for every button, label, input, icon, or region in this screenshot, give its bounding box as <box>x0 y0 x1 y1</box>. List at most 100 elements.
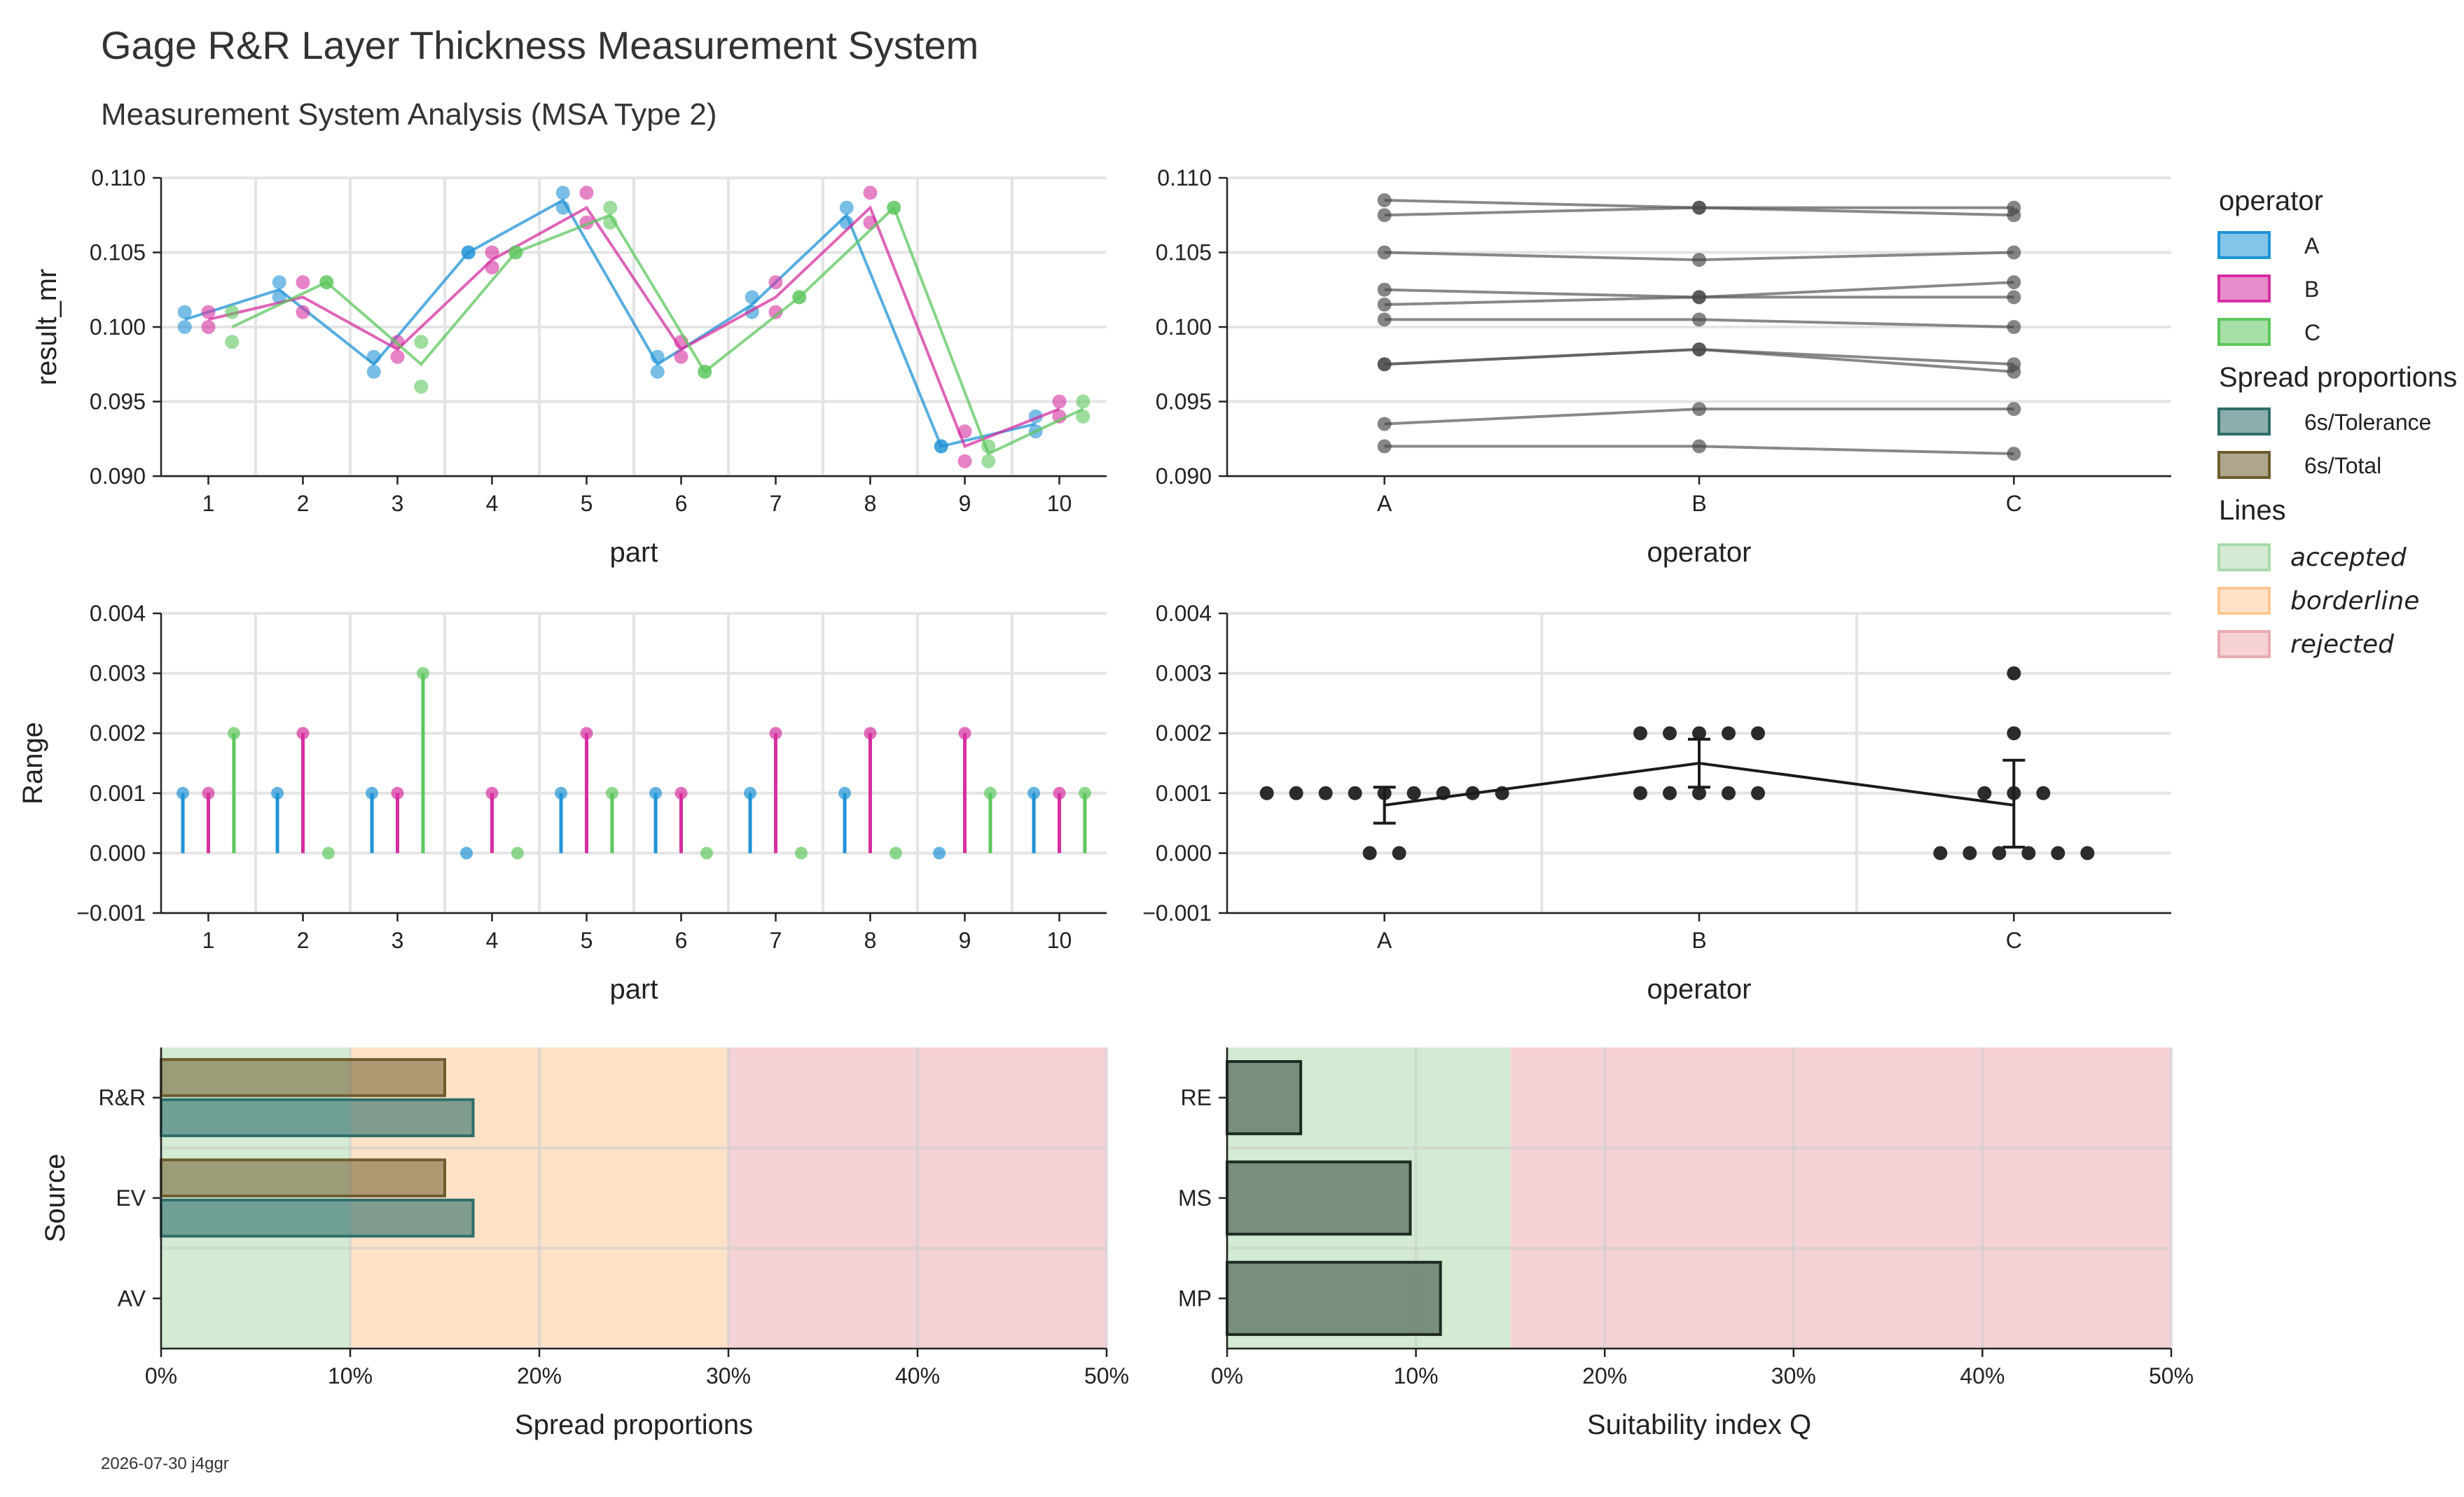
figure-title: Gage R&R Layer Thickness Measurement Sys… <box>101 23 978 67</box>
part-mean-point <box>2007 402 2021 417</box>
p4-xlabel: operator <box>1647 974 1752 1005</box>
range-dot-B <box>1692 786 1706 800</box>
p3-xtick-label: 1 <box>202 928 215 953</box>
range-point-A <box>1027 786 1041 800</box>
p3-ytick-label: 0.001 <box>90 781 146 806</box>
measurement-point-B <box>485 245 499 260</box>
p3-xtick-label: 4 <box>486 928 499 953</box>
p5-xtick-label: 30% <box>706 1363 751 1388</box>
part-mean-point <box>2007 357 2021 372</box>
range-dot-A <box>1362 846 1377 861</box>
measurement-point-A <box>177 305 192 319</box>
bar-MP <box>1226 1260 1442 1336</box>
p1-xlabel: part <box>610 537 658 568</box>
range-dot-B <box>1663 786 1677 800</box>
panel-suitability-index: 0% 10% 20% 30% 40% 50% RE MS MP Suitability index… <box>1178 1047 2194 1440</box>
p6-ytick-label: RE <box>1181 1085 1212 1110</box>
p5-xtick-label: 0% <box>145 1363 177 1388</box>
p1-xtick-label: 5 <box>581 491 593 516</box>
measurement-point-B <box>957 424 972 439</box>
measurement-point-A <box>745 290 759 305</box>
range-dot-A <box>1289 786 1303 800</box>
measurement-point-C <box>981 454 996 468</box>
zone-accepted <box>161 1047 350 1349</box>
legend-label-rejected: rejected <box>2290 630 2395 659</box>
p1-ytick-label: 0.095 <box>90 389 146 415</box>
legend-title-spread: Spread proportions <box>2219 362 2457 393</box>
range-dot-C <box>2007 726 2021 741</box>
part-mean-point <box>1692 342 1706 356</box>
p1-xtick-label: 1 <box>202 491 215 516</box>
range-point-A <box>460 847 473 860</box>
p4-ytick-label: 0.000 <box>1156 840 1212 865</box>
part-mean-point <box>1377 193 1392 207</box>
range-dot-C <box>1933 846 1948 861</box>
series-line-C <box>231 205 1084 456</box>
panel-range-by-operator: −0.001 0.000 0.001 0.002 0.003 0.004 A B Coperat… <box>1142 601 2171 1005</box>
part-mean-point <box>1377 312 1392 327</box>
p5-xtick-label: 20% <box>517 1363 562 1388</box>
p3-ytick-label: 0.000 <box>90 840 146 865</box>
p1-xtick-label: 6 <box>675 491 688 516</box>
range-point-B <box>769 727 782 740</box>
p4-ytick-label: 0.002 <box>1156 720 1212 746</box>
range-dot-B <box>1722 726 1736 741</box>
p6-xtick-label: 0% <box>1211 1363 1243 1388</box>
p4-ytick-label: 0.003 <box>1156 661 1212 686</box>
p3-xtick-label: 7 <box>770 928 782 953</box>
p2-ytick-label: 0.095 <box>1156 389 1212 415</box>
measurement-point-C <box>319 275 334 290</box>
measurement-point-A <box>366 349 381 364</box>
bar-RE <box>1226 1060 1303 1136</box>
range-point-B <box>674 786 688 800</box>
panel-parts-by-operator: 0.090 0.095 0.100 0.105 0.110 1 2 3 4 5 6 7 8 9 10 part… <box>32 165 1107 568</box>
p1-xtick-label: 7 <box>770 491 782 516</box>
series-line-A <box>184 198 1037 448</box>
chart-panels: 0.090 0.095 0.100 0.105 0.110 1 2 3 4 5 6 7 8 9 10 part… <box>18 165 2194 1440</box>
range-point-B <box>580 727 593 740</box>
range-point-C <box>227 727 240 740</box>
p1-ytick-label: 0.110 <box>91 165 146 190</box>
measurement-point-C <box>792 290 807 305</box>
range-point-A <box>177 786 190 800</box>
range-point-A <box>744 786 757 800</box>
series-line-B <box>208 205 1060 448</box>
p3-ytick-label: 0.004 <box>90 601 146 626</box>
range-point-C <box>511 847 524 860</box>
measurement-point-B <box>390 349 405 364</box>
legend-label-spread: 6s/Tolerance <box>2304 410 2431 435</box>
measurement-point-B <box>768 275 783 290</box>
part-mean-point <box>2007 275 2021 290</box>
p5-ytick-label: EV <box>116 1185 146 1211</box>
footer-stamp: 2026-07-30 j4ggr <box>101 1454 229 1473</box>
legend-swatch-spread <box>2217 408 2271 436</box>
p1-xtick-label: 2 <box>297 491 310 516</box>
range-point-C <box>1078 786 1091 800</box>
part-mean-point <box>1377 208 1392 223</box>
measurement-point-A <box>650 364 665 379</box>
part-mean-point <box>1377 417 1392 431</box>
measurement-point-B <box>579 186 594 200</box>
measurement-point-A <box>555 200 570 215</box>
p6-ytick-label: MP <box>1178 1286 1212 1311</box>
p6-xtick-label: 30% <box>1771 1363 1816 1388</box>
measurement-point-B <box>296 275 310 290</box>
p2-ytick-label: 0.105 <box>1156 240 1212 265</box>
part-mean-point <box>1377 282 1392 297</box>
p4-ytick-label: −0.001 <box>1142 900 1212 926</box>
measurement-point-B <box>674 349 688 364</box>
p3-ytick-label: 0.003 <box>90 661 146 686</box>
range-dot-A <box>1392 846 1406 861</box>
legend-swatch-accepted <box>2217 543 2271 571</box>
legend-swatch-spread <box>2217 451 2271 479</box>
measurement-point-C <box>1076 394 1091 409</box>
p5-xlabel: Spread proportions <box>515 1409 753 1440</box>
measurement-point-C <box>414 380 429 394</box>
legend-label-spread: 6s/Total <box>2304 453 2381 478</box>
p5-ytick-label: R&R <box>98 1085 146 1110</box>
range-point-A <box>366 786 379 800</box>
p4-ytick-label: 0.001 <box>1156 781 1212 806</box>
p4-xtick-label: B <box>1691 928 1706 953</box>
measurement-point-A <box>555 186 570 200</box>
